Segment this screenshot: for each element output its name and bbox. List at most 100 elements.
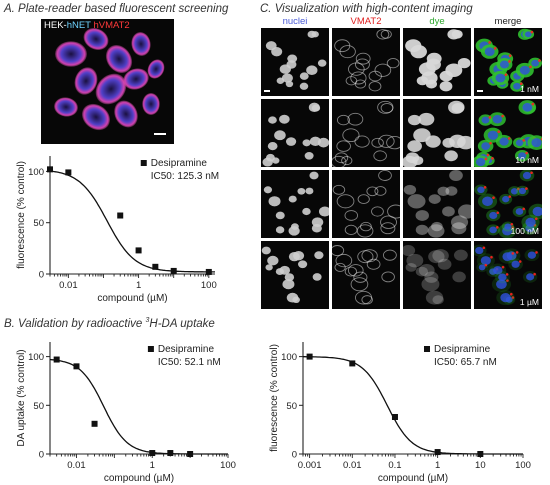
data-point xyxy=(477,451,484,457)
merge-vmat2 xyxy=(508,60,511,63)
cell-shape xyxy=(442,137,455,148)
merge-vmat2 xyxy=(505,273,509,276)
data-point xyxy=(349,360,356,367)
legend-marker xyxy=(424,346,430,352)
panel-a-title: A. Plate-reader based fluorescent screen… xyxy=(4,3,229,15)
merge-vmat2 xyxy=(509,292,513,296)
cell-shape xyxy=(291,223,299,230)
cell-outline xyxy=(357,194,370,204)
merge-nucleus xyxy=(487,130,499,140)
cell-outline xyxy=(374,186,387,196)
cell-shape xyxy=(453,249,468,261)
cell-shape xyxy=(405,262,417,272)
ic50-annotation: IC50: 125.3 nM xyxy=(151,171,219,182)
cell-shape xyxy=(282,279,295,290)
cell-outline xyxy=(339,45,356,59)
cell-shape xyxy=(431,221,443,232)
cell-outline xyxy=(357,250,374,264)
cell-outline xyxy=(386,58,400,69)
image-tile xyxy=(261,170,329,238)
cell-outline xyxy=(347,264,364,277)
merge-vmat2 xyxy=(519,82,523,86)
merge-nucleus xyxy=(500,293,511,303)
cell-outline xyxy=(335,253,353,268)
data-point xyxy=(117,212,124,219)
x-tick-label: 0.01 xyxy=(343,460,362,471)
cell-shape xyxy=(428,250,445,264)
cell-shape xyxy=(275,211,285,220)
cell-outline xyxy=(355,52,371,65)
cell-shape xyxy=(415,266,428,277)
image-tile xyxy=(332,28,400,96)
tile-cells xyxy=(332,170,400,238)
cell-shape xyxy=(284,273,295,282)
merge-nucleus xyxy=(499,137,509,146)
legend-label: Desipramine xyxy=(434,344,491,355)
cell-shape xyxy=(432,295,444,305)
merge-vmat2 xyxy=(533,272,536,276)
merge-vmat2 xyxy=(525,187,528,190)
cell-outline xyxy=(386,135,400,150)
tile-cells xyxy=(403,170,471,238)
merge-vmat2 xyxy=(504,73,508,76)
cell-outline xyxy=(354,290,373,305)
merge-nucleus xyxy=(499,60,509,69)
merge-nucleus xyxy=(531,59,539,67)
merge-vmat2 xyxy=(522,139,526,142)
column-header-1: VMAT2 xyxy=(350,16,382,27)
cell-shape xyxy=(457,58,471,69)
data-point xyxy=(73,363,80,370)
cell-shape xyxy=(432,249,449,263)
merge-nucleus xyxy=(489,226,497,234)
merge-nucleus xyxy=(492,114,503,124)
cell-shape xyxy=(83,28,109,50)
cell-shape xyxy=(445,186,458,196)
cell-shape xyxy=(425,135,441,148)
merge-nucleus xyxy=(495,73,506,83)
cell-shape xyxy=(439,81,453,92)
merge-nucleus xyxy=(504,223,512,230)
data-point xyxy=(205,268,212,275)
y-axis-label: fluorescence (% control) xyxy=(16,161,27,269)
cell-outline xyxy=(344,210,358,221)
merge-vmat2 xyxy=(497,130,501,134)
y-tick-label: 100 xyxy=(28,167,44,178)
merge-vmat2 xyxy=(507,137,511,140)
x-tick-label: 0.01 xyxy=(67,460,86,471)
cell-shape xyxy=(299,72,309,80)
cell-shape xyxy=(105,44,133,74)
cell-outline xyxy=(336,140,351,152)
cell-outline xyxy=(336,194,355,209)
concentration-label: 1 nM xyxy=(520,84,539,94)
image-tile: 1 nM xyxy=(474,28,542,96)
scale-bar xyxy=(154,133,166,135)
micrograph-cells-svg xyxy=(54,28,165,131)
merge-vmat2 xyxy=(530,171,533,175)
cell-outline xyxy=(373,150,387,162)
x-tick-label: 10 xyxy=(475,460,486,471)
cell-outline xyxy=(350,71,367,85)
data-point xyxy=(306,353,313,360)
x-tick-label: 100 xyxy=(201,280,217,291)
cell-shape xyxy=(305,187,314,195)
cell-shape xyxy=(317,59,327,67)
cell-outline xyxy=(344,266,358,277)
tile-cells xyxy=(332,245,397,305)
cell-outline xyxy=(332,184,346,195)
merge-nucleus xyxy=(515,208,524,215)
cell-outline xyxy=(353,271,368,283)
cell-shape xyxy=(299,82,309,90)
merge-nucleus xyxy=(502,195,510,203)
cell-shape xyxy=(425,290,444,305)
cell-shape xyxy=(407,114,421,126)
merge-nucleus xyxy=(493,266,503,275)
merge-vmat2 xyxy=(535,251,538,254)
cell-shape xyxy=(81,103,111,131)
cell-shape xyxy=(114,100,138,128)
cell-outline xyxy=(371,206,384,217)
cell-outline xyxy=(348,62,365,76)
merge-nucleus xyxy=(477,186,485,194)
image-tile xyxy=(403,99,471,167)
micrograph-hek-cells: HEK-hNET hVMAT2 xyxy=(41,19,174,144)
x-axis-label: compound (µM) xyxy=(97,293,167,304)
